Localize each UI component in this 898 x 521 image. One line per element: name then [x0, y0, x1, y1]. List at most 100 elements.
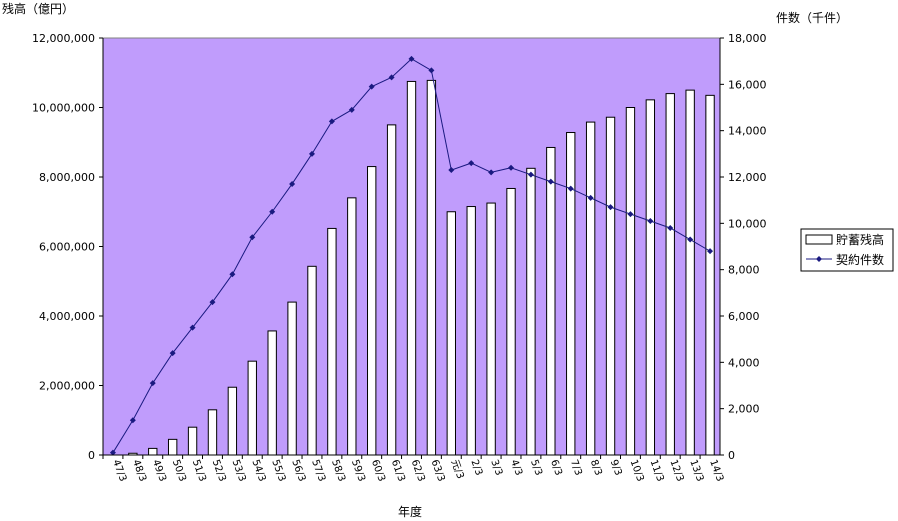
bar	[367, 166, 377, 456]
line-point	[328, 118, 335, 125]
line-point	[348, 106, 355, 113]
bar	[665, 93, 675, 456]
x-tick-label: 55/3	[269, 458, 287, 483]
left-axis: 0 2,000,000 4,000,000 6,000,000 8,000,000 10,…	[32, 32, 104, 462]
x-tick-label: 51/3	[190, 458, 208, 483]
bar	[645, 99, 656, 456]
right-tick-label: 14,000	[728, 125, 767, 138]
right-tick-label: 8,000	[728, 264, 760, 277]
x-tick-label: 58/3	[329, 458, 347, 483]
x-tick-label: 11/3	[648, 458, 666, 483]
line-point	[189, 324, 196, 331]
left-tick-label: 10,000,000	[32, 102, 95, 115]
bar	[546, 146, 556, 456]
x-tick-label: 53/3	[230, 458, 248, 483]
x-axis: 47/3 48/3 49/3 50/3 51/3 52/3 53/3 54/3 55/3 56/3…	[102, 454, 725, 483]
x-tick-label: 3/3	[488, 458, 504, 477]
line-point	[627, 211, 634, 218]
x-tick-label: 52/3	[210, 458, 228, 483]
x-tick-label: 56/3	[289, 458, 307, 483]
line-point	[488, 169, 495, 176]
right-tick-label: 0	[728, 449, 735, 462]
right-tick-label: 4,000	[728, 356, 760, 369]
bar-series	[128, 79, 715, 456]
x-tick-label: 54/3	[249, 458, 267, 483]
x-tick-label: 2/3	[468, 458, 484, 477]
line-point	[408, 55, 415, 62]
legend-label-contracts: 契約件数	[836, 252, 884, 267]
bar	[267, 330, 277, 456]
line-series	[109, 55, 714, 456]
x-tick-label: 7/3	[568, 458, 584, 477]
line-point	[547, 178, 554, 185]
x-tick-label: 47/3	[110, 458, 128, 483]
line-point	[527, 171, 534, 178]
left-axis-title: 残高（億円）	[2, 1, 74, 16]
line-point	[587, 194, 594, 201]
bar	[207, 409, 218, 456]
bar	[625, 107, 636, 456]
line-point	[667, 224, 674, 231]
line-point	[169, 350, 176, 357]
x-tick-label: 14/3	[707, 458, 725, 483]
bar	[446, 211, 456, 456]
bar	[426, 79, 437, 456]
line-point	[687, 236, 694, 243]
line-point	[149, 380, 156, 387]
x-tick-label: 50/3	[170, 458, 188, 483]
left-tick-label: 6,000,000	[39, 241, 95, 254]
right-tick-label: 10,000	[728, 217, 767, 230]
right-axis: 0 2,000 4,000 6,000 8,000 10,000 12,000 14,000 1…	[719, 32, 767, 462]
x-axis-title: 年度	[398, 504, 422, 519]
x-tick-label: 60/3	[369, 458, 387, 483]
bar	[585, 121, 596, 456]
line-point	[249, 234, 256, 241]
line-point	[567, 185, 574, 192]
bar	[167, 438, 178, 456]
line-point	[308, 150, 315, 157]
right-tick-label: 12,000	[728, 171, 767, 184]
legend-bar-swatch	[805, 234, 833, 245]
bar	[386, 124, 397, 456]
bar	[406, 80, 417, 456]
bar	[287, 301, 297, 456]
left-tick-label: 2,000,000	[39, 380, 95, 393]
x-tick-label: 63/3	[429, 458, 447, 483]
x-tick-label: 8/3	[588, 458, 604, 477]
x-tick-label: 48/3	[130, 458, 148, 483]
line-point	[428, 67, 435, 74]
x-tick-label: 59/3	[349, 458, 367, 483]
bar	[466, 206, 476, 456]
legend-marker	[816, 256, 822, 262]
bar	[566, 132, 576, 456]
left-tick-label: 8,000,000	[39, 171, 95, 184]
left-tick-label: 12,000,000	[32, 32, 95, 45]
x-tick-label: 57/3	[309, 458, 327, 483]
right-tick-label: 16,000	[728, 78, 767, 91]
line-point	[647, 218, 654, 225]
x-tick-label: 12/3	[667, 458, 685, 483]
x-tick-label: 5/3	[528, 458, 544, 477]
line-point	[209, 299, 216, 306]
bar	[227, 386, 238, 456]
right-tick-label: 2,000	[728, 403, 760, 416]
line-point	[468, 160, 475, 167]
bar	[148, 447, 158, 456]
bar	[506, 187, 516, 456]
line-point	[109, 449, 116, 456]
line-point	[129, 417, 136, 424]
right-tick-label: 6,000	[728, 310, 760, 323]
legend: 貯蓄残高 契約件数	[800, 228, 894, 272]
bar	[526, 167, 536, 456]
bar	[187, 426, 198, 456]
bar	[307, 265, 317, 456]
bar	[327, 227, 337, 456]
line-point	[448, 167, 455, 174]
x-tick-label: 62/3	[409, 458, 427, 483]
x-tick-label: 4/3	[508, 458, 524, 477]
line-point	[707, 248, 714, 255]
x-tick-label: 49/3	[150, 458, 168, 483]
bar	[705, 94, 715, 456]
right-axis-title: 件数（千件）	[776, 10, 848, 25]
